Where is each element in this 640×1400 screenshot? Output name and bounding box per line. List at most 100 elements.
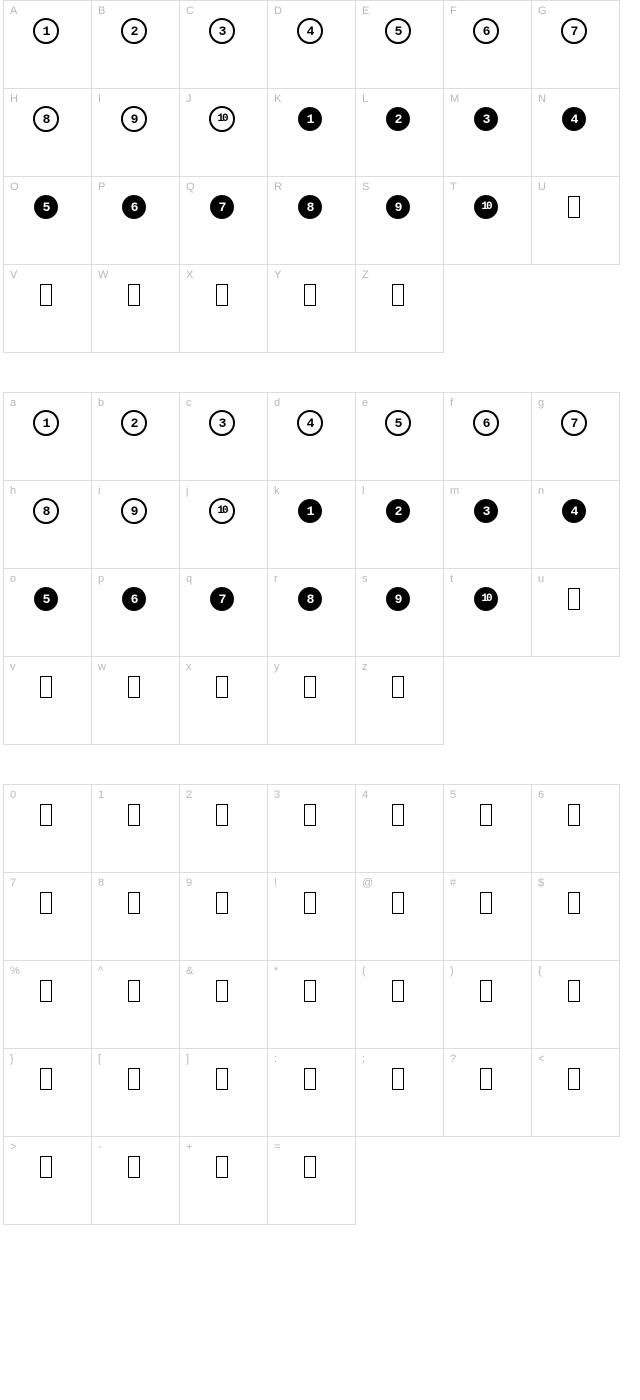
- glyph-cell: i9: [91, 480, 180, 569]
- glyph-cell: -: [91, 1136, 180, 1225]
- glyph-cell: %: [3, 960, 92, 1049]
- cell-label: $: [538, 877, 544, 889]
- cell-label: @: [362, 877, 373, 889]
- cell-label: &: [186, 965, 193, 977]
- glyph-grid: a1b2c3d4e5f6g7h8i9j10k1l2m3n4o5p6q7r8s9t…: [4, 392, 636, 744]
- cell-label: M: [450, 93, 459, 105]
- cell-label: b: [98, 397, 104, 409]
- glyph: [560, 977, 588, 1005]
- missing-glyph-icon: [128, 284, 140, 306]
- glyph-cell: C3: [179, 0, 268, 89]
- missing-glyph-icon: [40, 892, 52, 914]
- circled-number-filled-icon: 9: [386, 195, 410, 219]
- glyph-cell: [: [91, 1048, 180, 1137]
- glyph-cell: =: [267, 1136, 356, 1225]
- missing-glyph-icon: [392, 676, 404, 698]
- missing-glyph-icon: [568, 980, 580, 1002]
- glyph-cell: d4: [267, 392, 356, 481]
- cell-label: [: [98, 1053, 101, 1065]
- cell-label: R: [274, 181, 282, 193]
- cell-label: <: [538, 1053, 544, 1065]
- glyph-cell: p6: [91, 568, 180, 657]
- glyph: [32, 977, 60, 1005]
- glyph: 8: [32, 497, 60, 525]
- glyph: 7: [560, 409, 588, 437]
- glyph-cell: F6: [443, 0, 532, 89]
- glyph: [384, 977, 412, 1005]
- glyph: [560, 193, 588, 221]
- glyph: [208, 1153, 236, 1181]
- glyph: [296, 281, 324, 309]
- glyph: 9: [384, 585, 412, 613]
- glyph: 1: [296, 105, 324, 133]
- glyph: 4: [560, 105, 588, 133]
- cell-label: v: [10, 661, 16, 673]
- cell-label: 0: [10, 789, 16, 801]
- glyph: [384, 281, 412, 309]
- cell-label: #: [450, 877, 456, 889]
- missing-glyph-icon: [40, 1068, 52, 1090]
- cell-label: V: [10, 269, 17, 281]
- glyph-cell: f6: [443, 392, 532, 481]
- glyph: [208, 1065, 236, 1093]
- glyph: [120, 1065, 148, 1093]
- glyph-cell: r8: [267, 568, 356, 657]
- circled-number-filled-icon: 8: [298, 587, 322, 611]
- glyph: 4: [296, 17, 324, 45]
- glyph-cell: x: [179, 656, 268, 745]
- cell-label: G: [538, 5, 547, 17]
- glyph: [384, 889, 412, 917]
- glyph-cell: ]: [179, 1048, 268, 1137]
- circled-number-filled-icon: 5: [34, 195, 58, 219]
- missing-glyph-icon: [216, 1156, 228, 1178]
- glyph: 5: [384, 409, 412, 437]
- circled-number-filled-icon: 10: [474, 587, 498, 611]
- glyph: 1: [296, 497, 324, 525]
- cell-label: t: [450, 573, 453, 585]
- glyph-cell: O5: [3, 176, 92, 265]
- glyph-cell: M3: [443, 88, 532, 177]
- glyph: [32, 889, 60, 917]
- cell-label: B: [98, 5, 105, 17]
- cell-label: +: [186, 1141, 192, 1153]
- circled-number-outline-icon: 10: [209, 498, 235, 524]
- glyph-cell: q7: [179, 568, 268, 657]
- glyph-cell: +: [179, 1136, 268, 1225]
- circled-number-filled-icon: 1: [298, 107, 322, 131]
- glyph-grid: 0123456789!@#$%^&*(){}[]:;?<>-+=: [4, 784, 636, 1224]
- glyph-cell: w: [91, 656, 180, 745]
- cell-label: Y: [274, 269, 281, 281]
- circled-number-outline-icon: 8: [33, 498, 59, 524]
- glyph-cell: #: [443, 872, 532, 961]
- circled-number-filled-icon: 4: [562, 499, 586, 523]
- cell-label: j: [186, 485, 188, 497]
- glyph: [208, 281, 236, 309]
- glyph: [120, 281, 148, 309]
- glyph-cell: A1: [3, 0, 92, 89]
- glyph-cell: I9: [91, 88, 180, 177]
- glyph-cell: 8: [91, 872, 180, 961]
- glyph: 8: [32, 105, 60, 133]
- cell-label: W: [98, 269, 108, 281]
- glyph-cell: 0: [3, 784, 92, 873]
- glyph: [32, 801, 60, 829]
- glyph: 3: [208, 409, 236, 437]
- missing-glyph-icon: [128, 804, 140, 826]
- missing-glyph-icon: [392, 892, 404, 914]
- glyph: 6: [120, 193, 148, 221]
- character-map: A1B2C3D4E5F6G7H8I9J10K1L2M3N4O5P6Q7R8S9T…: [0, 0, 640, 1224]
- glyph-cell: c3: [179, 392, 268, 481]
- glyph: 2: [120, 17, 148, 45]
- circled-number-outline-icon: 1: [33, 410, 59, 436]
- cell-label: !: [274, 877, 277, 889]
- glyph-cell: k1: [267, 480, 356, 569]
- glyph: [208, 977, 236, 1005]
- glyph-cell: 6: [531, 784, 620, 873]
- circled-number-outline-icon: 9: [121, 106, 147, 132]
- cell-label: Z: [362, 269, 369, 281]
- cell-label: L: [362, 93, 368, 105]
- missing-glyph-icon: [128, 1156, 140, 1178]
- cell-label: q: [186, 573, 192, 585]
- missing-glyph-icon: [216, 1068, 228, 1090]
- glyph-cell: P6: [91, 176, 180, 265]
